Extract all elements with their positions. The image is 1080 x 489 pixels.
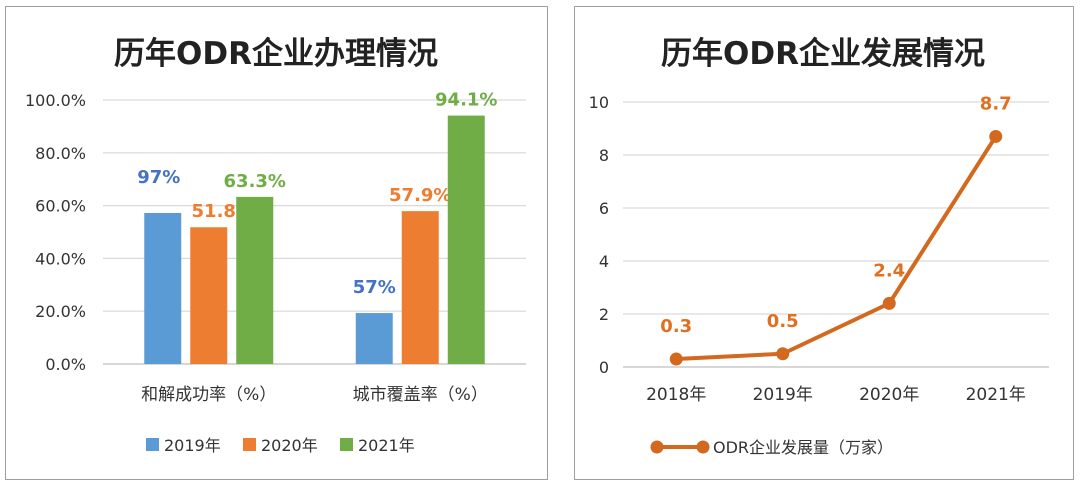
data-point [882,296,896,310]
line-chart-title: 历年ODR企业发展情况 [661,36,985,72]
data-point [776,347,790,361]
y-tick-label: 6 [599,199,609,218]
point-data-label: 0.5 [767,311,799,332]
bar-chart-panel: 历年ODR企业办理情况 0.0% 20.0% 40.0% 60.0% 80.0% 100.… [5,6,548,480]
line-chart: 历年ODR企业发展情况 0 2 4 6 8 10 2018年 2019年 2020年 2021年 0… [589,36,1049,457]
bar-data-label: 94.1% [435,90,497,111]
bar-chart-title: 历年ODR企业办理情况 [114,36,438,72]
x-category-label: 城市覆盖率（%） [353,385,488,405]
series-line [676,135,998,362]
x-category-label: 2021年 [966,385,1026,405]
bar-data-label: 97% [137,167,180,188]
legend-label: 2019年 [164,436,221,455]
y-tick-label: 100.0% [25,91,86,110]
bar-data-label: 63.3% [224,171,286,192]
line-chart-panel: 历年ODR企业发展情况 0 2 4 6 8 10 2018年 2019年 2020年 2021年 0… [574,6,1074,480]
y-tick-label: 0.0% [45,355,86,374]
x-category-label: 和解成功率（%） [141,385,276,405]
y-tick-label: 10 [589,93,609,112]
y-tick-label: 8 [599,146,609,165]
bar-data-label: 57% [353,277,396,298]
bar [355,313,393,364]
legend-label: 2020年 [261,436,318,455]
data-point [989,129,1003,143]
bar [447,115,485,365]
y-tick-label: 80.0% [35,144,86,163]
bar-chart: 历年ODR企业办理情况 0.0% 20.0% 40.0% 60.0% 80.0% 100.… [25,36,526,455]
y-tick-label: 60.0% [35,197,86,216]
x-category-label: 2020年 [859,385,919,405]
y-tick-label: 0 [599,358,609,377]
data-point [669,352,683,366]
legend-label: ODR企业发展量（万家） [713,438,893,457]
legend-swatch [340,438,353,451]
bar [401,211,439,364]
point-data-label: 2.4 [873,260,905,281]
y-tick-label: 20.0% [35,302,86,321]
legend-swatch [243,438,256,451]
x-category-label: 2018年 [646,385,706,405]
legend-label: 2021年 [358,436,415,455]
bar [190,227,228,364]
bar [236,196,274,364]
legend-swatch [146,438,159,451]
bar [144,212,182,364]
point-data-label: 0.3 [660,316,692,337]
x-category-label: 2019年 [753,385,813,405]
point-data-label: 8.7 [980,93,1012,114]
y-tick-label: 40.0% [35,249,86,268]
legend-marker [650,440,664,454]
legend-marker [696,440,710,454]
y-tick-label: 4 [599,252,609,271]
y-tick-label: 2 [599,305,609,324]
bar-data-label: 57.9% [389,185,451,206]
